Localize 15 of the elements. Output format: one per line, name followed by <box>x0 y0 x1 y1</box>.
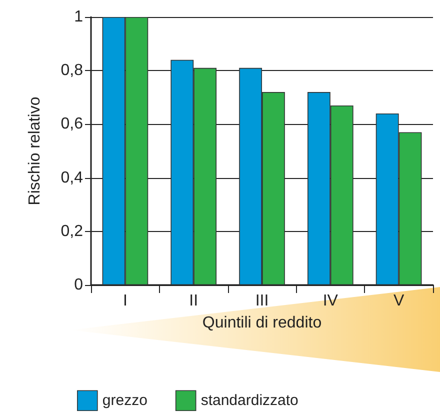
x-tick-label: I <box>122 292 128 310</box>
x-tick-label: V <box>393 292 404 310</box>
y-tick-label: 0,8 <box>60 62 84 80</box>
y-tick-label: 0,4 <box>60 169 84 186</box>
y-tick-label: 1 <box>74 8 84 26</box>
legend-label: standardizzato <box>200 392 298 410</box>
x-tick-label: IV <box>322 292 338 310</box>
y-tick-label: 0,2 <box>60 222 84 240</box>
x-tick-label: III <box>255 292 269 310</box>
legend-label: grezzo <box>102 392 148 410</box>
y-tick-label: 0 <box>74 276 84 294</box>
x-axis-title: Quintili di reddito <box>202 314 322 332</box>
x-tick-label: II <box>189 292 198 310</box>
y-axis-title: Rischio relativo <box>26 96 44 206</box>
y-tick-label: 0,6 <box>60 116 84 133</box>
